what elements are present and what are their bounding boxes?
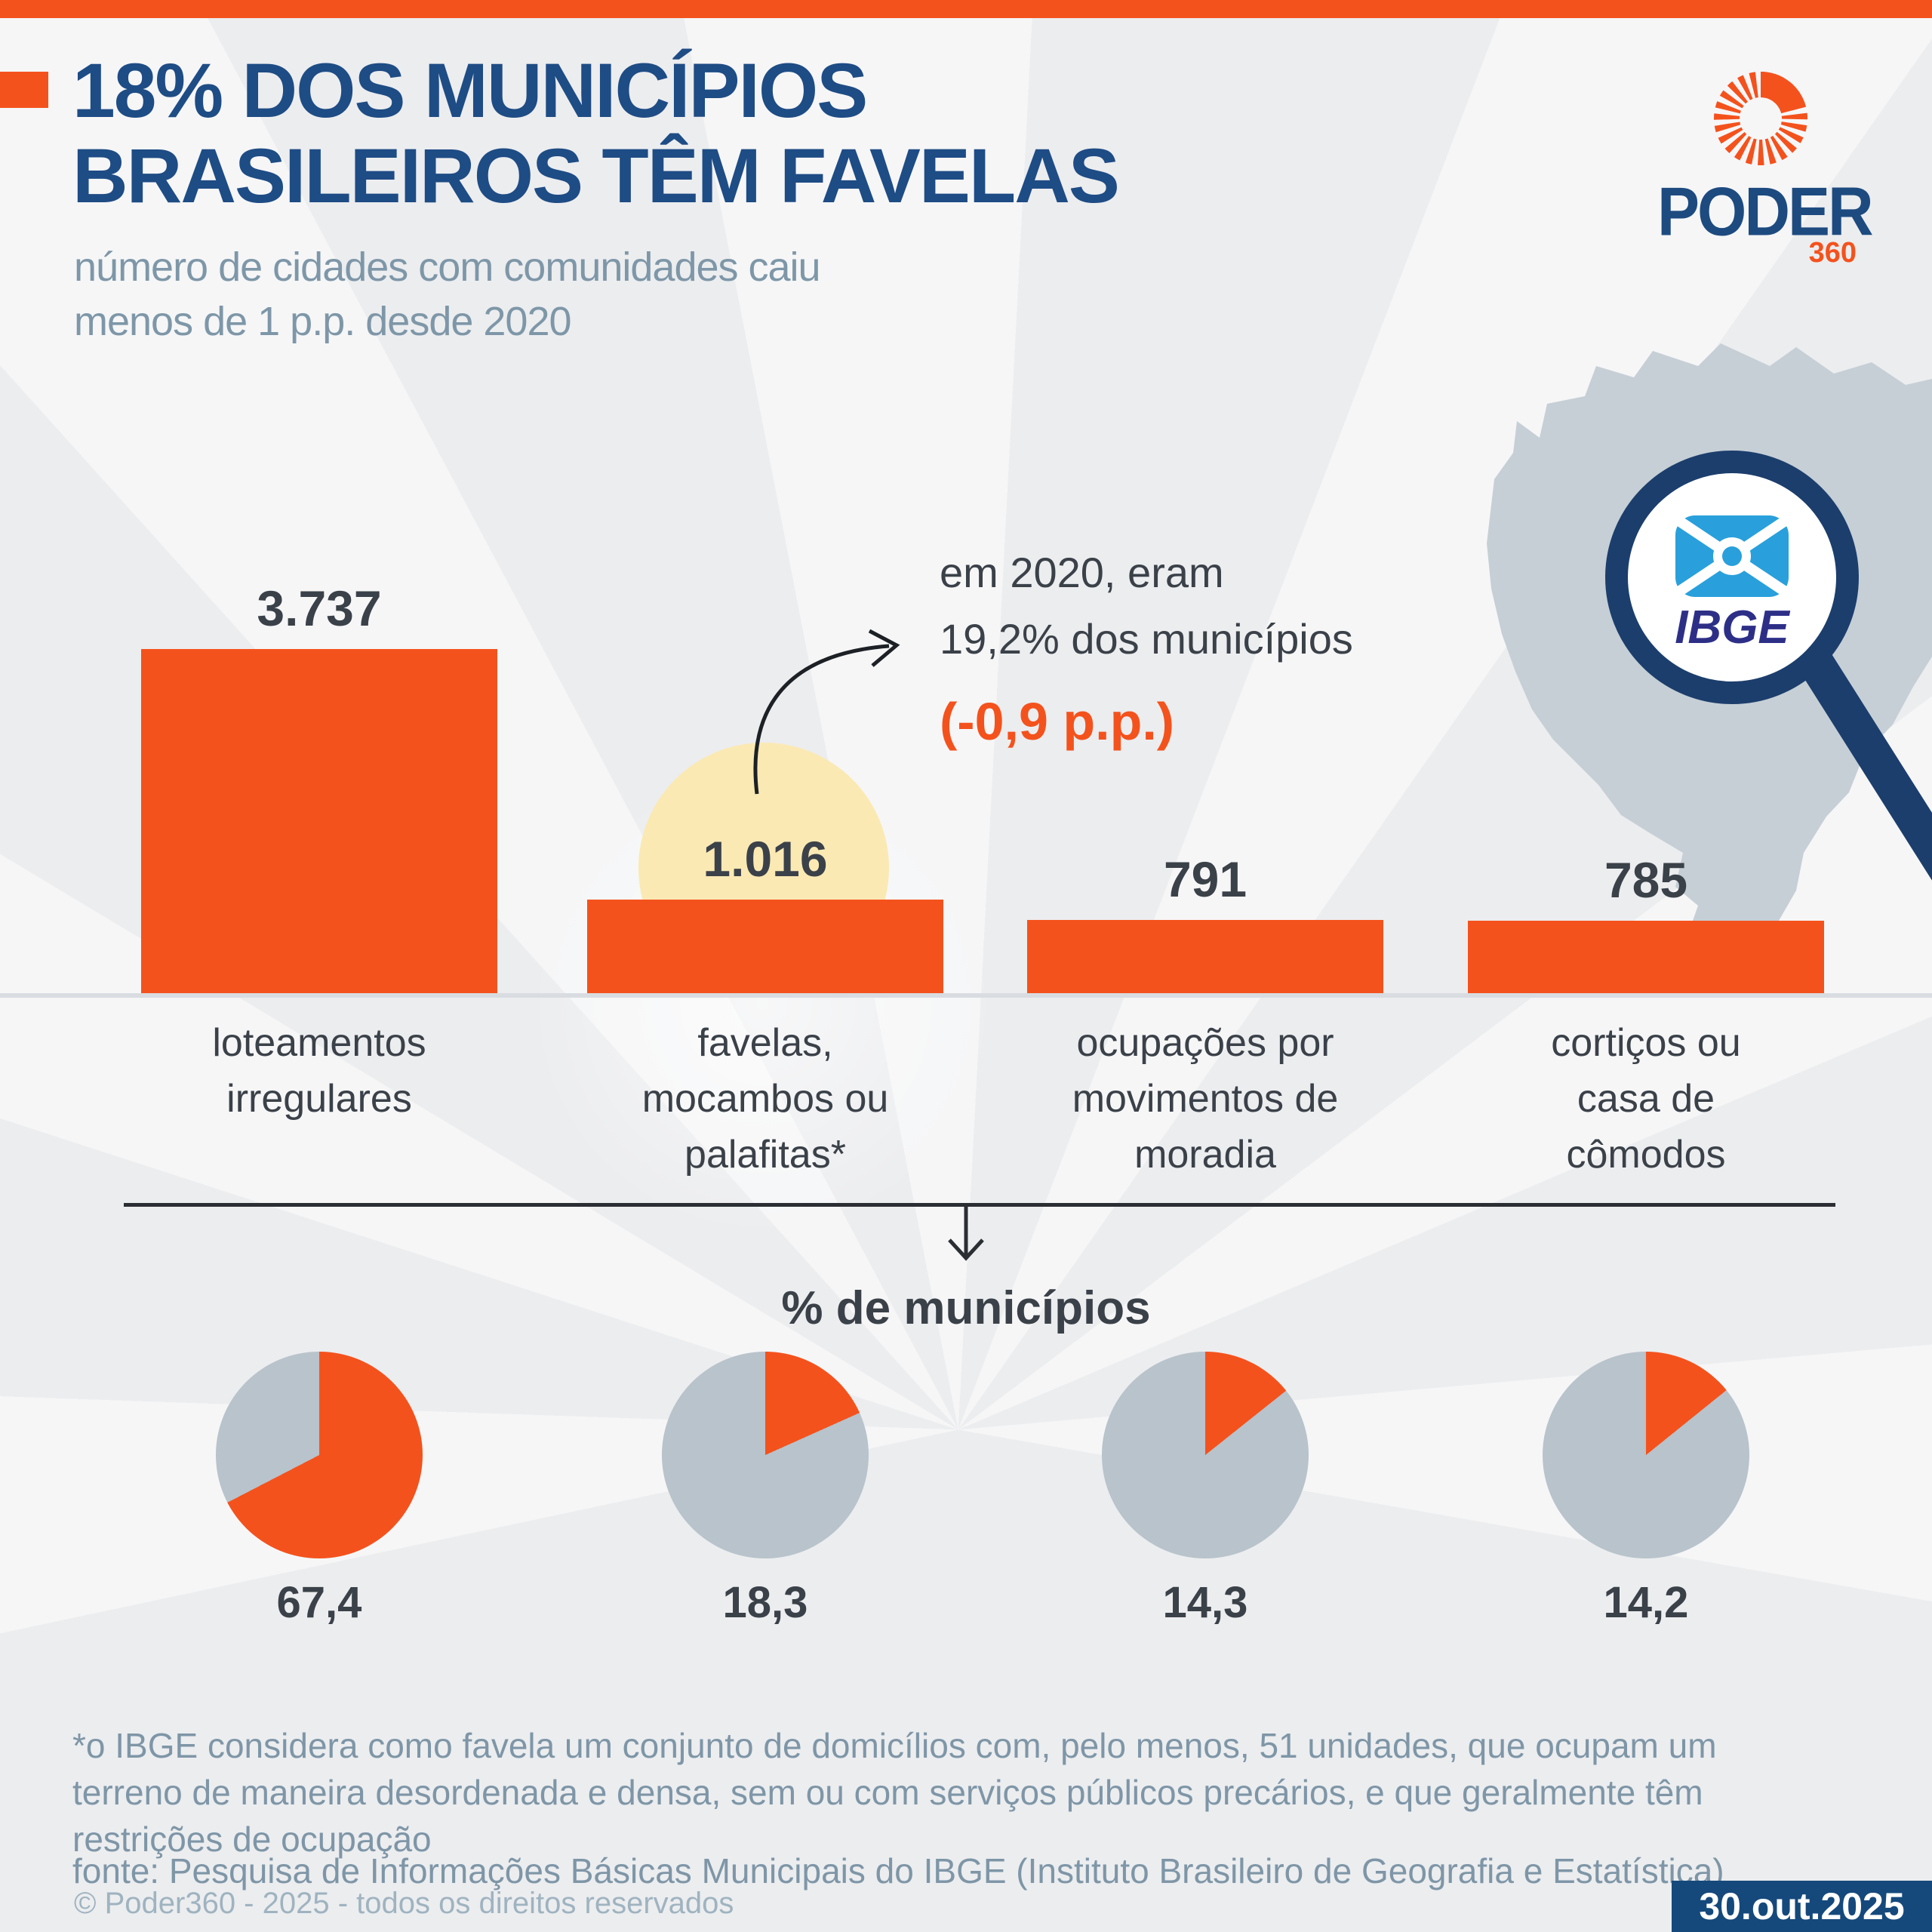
pie-chart [216,1352,423,1558]
page-title-line1: 18% DOS MUNICÍPIOS [72,48,868,134]
annotation-line2: 19,2% dos municípios [940,615,1353,663]
bar [1468,921,1824,993]
bar-category-label: ocupações por movimentos de moradia [1072,1021,1339,1177]
ibge-magnifier-icon: IBGE [1605,451,1932,881]
pie-value-label: 67,4 [276,1578,362,1627]
pie-chart [1102,1352,1309,1558]
title-accent-square [0,72,48,108]
bar-group: 785 [1468,0,1824,993]
bar-value-label: 785 [1604,852,1688,908]
page-title-line2: BRASILEIROS TÊM FAVELAS [72,133,1120,219]
brazil-map: IBGE [1487,343,1932,989]
annotation-delta: (-0,9 p.p.) [940,692,1175,751]
footnote-line3: restrições de ocupação [72,1820,432,1859]
page-subtitle-line2: menos de 1 p.p. desde 2020 [74,299,572,344]
ibge-logo-icon [1675,515,1789,597]
bar-value-label: 791 [1163,851,1247,907]
curved-arrow-icon [753,629,900,795]
bar [587,900,943,993]
bar-value-label: 1.016 [703,831,828,887]
pie-value-label: 14,2 [1603,1578,1689,1627]
footnote-line2: terreno de maneira desordenada e densa, … [72,1773,1703,1812]
pie-chart [662,1352,869,1558]
page-subtitle-line1: número de cidades com comunidades caiu [74,245,821,290]
source-line: fonte: Pesquisa de Informações Básicas M… [72,1851,1724,1890]
bar-value-label: 3.737 [257,580,382,636]
bar-group: 1.016 [587,0,943,993]
pie-value-label: 18,3 [722,1578,808,1627]
bar-category-label: cortiços ou casa de cômodos [1551,1021,1741,1177]
bar-group: 3.737 [141,0,497,993]
ibge-badge-text: IBGE [1675,601,1790,654]
bar [1027,920,1383,993]
pie-chart [1543,1352,1749,1558]
poder-logo-360: 360 [1808,237,1857,269]
pie-section-title: % de municípios [781,1282,1151,1334]
poder360-sunburst-icon [1714,72,1807,165]
bar-group: 791 [1027,0,1383,993]
bar [141,649,497,993]
bar-category-label: favelas, mocambos ou palafitas* [641,1021,889,1177]
chart-baseline [0,993,1932,998]
copyright-text: © Poder360 - 2025 - todos os direitos re… [74,1887,734,1920]
top-accent-bar [0,0,1932,18]
date-badge-text: 30.out.2025 [1699,1885,1905,1927]
section-divider-line [124,1203,1835,1207]
pie-value-label: 14,3 [1162,1578,1248,1627]
bar-category-label: loteamentos irregulares [212,1021,426,1121]
page-subtitle: número de cidades com comunidades caiu m… [74,240,1206,349]
down-arrow-icon [948,1205,984,1261]
footnote-line1: *o IBGE considera como favela um conjunt… [72,1726,1717,1765]
date-badge: 30.out.2025 [1672,1881,1932,1932]
poder-logo-text: PODER [1657,173,1874,250]
footnote: *o IBGE considera como favela um conjunt… [72,1722,1899,1863]
page-title: 18% DOS MUNICÍPIOS BRASILEIROS TÊM FAVEL… [72,48,1393,219]
annotation-line1: em 2020, eram [940,549,1224,596]
